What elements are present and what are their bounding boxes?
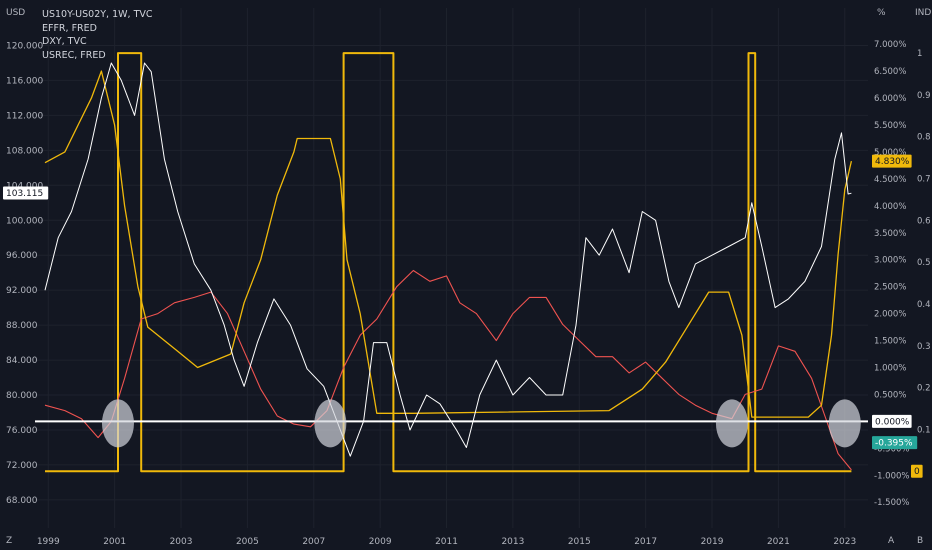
right-tick-label: 7.000% [874,40,906,50]
right2-tick-label: 1 [917,49,922,59]
left-tick-label: 80.000 [6,391,38,401]
grid-lines [35,8,868,528]
right2-tick-label: 0.3 [917,342,931,352]
auto-scale-icon[interactable]: A [888,536,895,546]
right2-tick-label: 0.4 [917,300,931,310]
right-tick-label: 6.000% [874,94,906,104]
legend-item-effr[interactable]: EFFR, FRED [42,22,97,34]
right2-tick-label: 0.8 [917,133,931,143]
zero-value-tag: 0.000% [875,417,910,427]
x-tick-label: 2019 [701,537,724,547]
right-axis-unit: % [877,8,886,18]
x-axis: 1999 2001 2003 2005 2007 2009 2011 2013 2015 2017… [37,537,856,547]
right-tick-label: 5.500% [874,121,906,131]
right2-tick-label: 0.2 [917,384,931,394]
right2-axis: 0 0.1 0.2 0.3 0.4 0.5 0.6 0.7 0.8 0.9 1 [917,49,931,477]
right-tick-label: 4.000% [874,202,906,212]
right2-tick-label: 0.7 [917,175,931,185]
x-tick-label: 2023 [833,537,856,547]
left-tick-label: 108.000 [6,146,43,156]
effr-last-value-tag: 4.830% [875,157,910,167]
effr-series-line [44,70,853,418]
x-tick-label: 2003 [170,537,193,547]
b-scale-icon[interactable]: B [917,536,924,546]
left-tick-label: 92.000 [6,286,38,296]
usrec-series-line [45,52,852,473]
right-tick-label: 3.500% [874,229,906,239]
left-tick-label: 76.000 [6,426,38,436]
annotation-layer[interactable] [101,399,861,448]
x-tick-label: 2001 [103,537,126,547]
right2-tick-label: 0.5 [917,258,931,268]
left-tick-label: 112.000 [6,111,43,121]
left-tick-label: 96.000 [6,251,38,261]
x-tick-label: 2007 [302,537,325,547]
x-tick-label: 2021 [767,537,790,547]
left-tick-label: 116.000 [6,76,43,86]
left-tick-label: 84.000 [6,356,38,366]
legend: US10Y-US02Y, 1W, TVC EFFR, FRED DXY, TVC… [42,8,153,62]
effr-last-value-tag-bg [872,154,912,168]
right-tick-label: 6.500% [874,67,906,77]
x-tick-label: 2009 [369,537,392,547]
legend-item-dxy[interactable]: DXY, TVC [42,36,87,47]
right-tick-label: -1.500% [874,498,909,508]
highlight-ellipse[interactable] [101,399,134,448]
right2-tick-label: 0.6 [917,216,931,226]
right-tick-label: 5.000% [874,148,906,158]
usrec-last-value-tag: 0 [914,467,920,477]
zero-value-tag-bg [872,414,912,428]
spread-last-value-tag: -0.395% [875,439,913,449]
dxy-series-line [44,62,852,457]
right-tick-label: 1.500% [874,337,906,347]
left-tick-label: 100.000 [6,216,43,226]
spread-last-value-tag-bg [872,436,918,450]
series-layer [35,52,868,473]
right-tick-label: 4.500% [874,175,906,185]
price-tags: 103.115 4.830% 0.000% -0.395% 0 [3,154,923,478]
highlight-ellipse[interactable] [314,399,347,448]
dxy-last-value-tag-bg [3,186,49,200]
right2-tick-label: 0.1 [917,425,931,435]
right-tick-label: -1.000% [874,471,909,481]
left-tick-label: 68.000 [6,496,38,506]
zoom-icon[interactable]: Z [6,536,13,546]
x-tick-label: 2015 [568,537,591,547]
x-tick-label: 2005 [236,537,259,547]
right-tick-label: 0.500% [874,390,906,400]
legend-item-usrec[interactable]: USREC, FRED [42,49,106,61]
left-tick-label: 88.000 [6,321,38,331]
usrec-last-value-tag-bg [911,464,923,478]
left-tick-label: 72.000 [6,461,38,471]
left-tick-label: 120.000 [6,41,43,51]
right2-axis-unit: IND [915,8,932,18]
left-axis: 68.000 72.000 76.000 80.000 84.000 88.000 92.0… [6,41,43,505]
right-tick-label: 3.000% [874,256,906,266]
right-tick-label: 2.500% [874,283,906,293]
left-axis-unit: USD [6,8,26,18]
x-tick-label: 2011 [435,537,458,547]
highlight-ellipse[interactable] [828,399,861,448]
dxy-last-value-tag: 103.115 [6,189,43,199]
x-tick-label: 2013 [501,537,524,547]
right-tick-label: -0.500% [874,444,909,454]
legend-item-spread[interactable]: US10Y-US02Y, 1W, TVC [42,9,153,20]
right2-tick-label: 0.9 [917,91,931,101]
left-tick-label: 104.000 [6,181,43,191]
highlight-ellipse[interactable] [715,399,748,448]
right-tick-label: 2.000% [874,310,906,320]
x-tick-label: 1999 [37,537,60,547]
x-tick-label: 2017 [634,537,657,547]
right-tick-label: 1.000% [874,364,906,374]
